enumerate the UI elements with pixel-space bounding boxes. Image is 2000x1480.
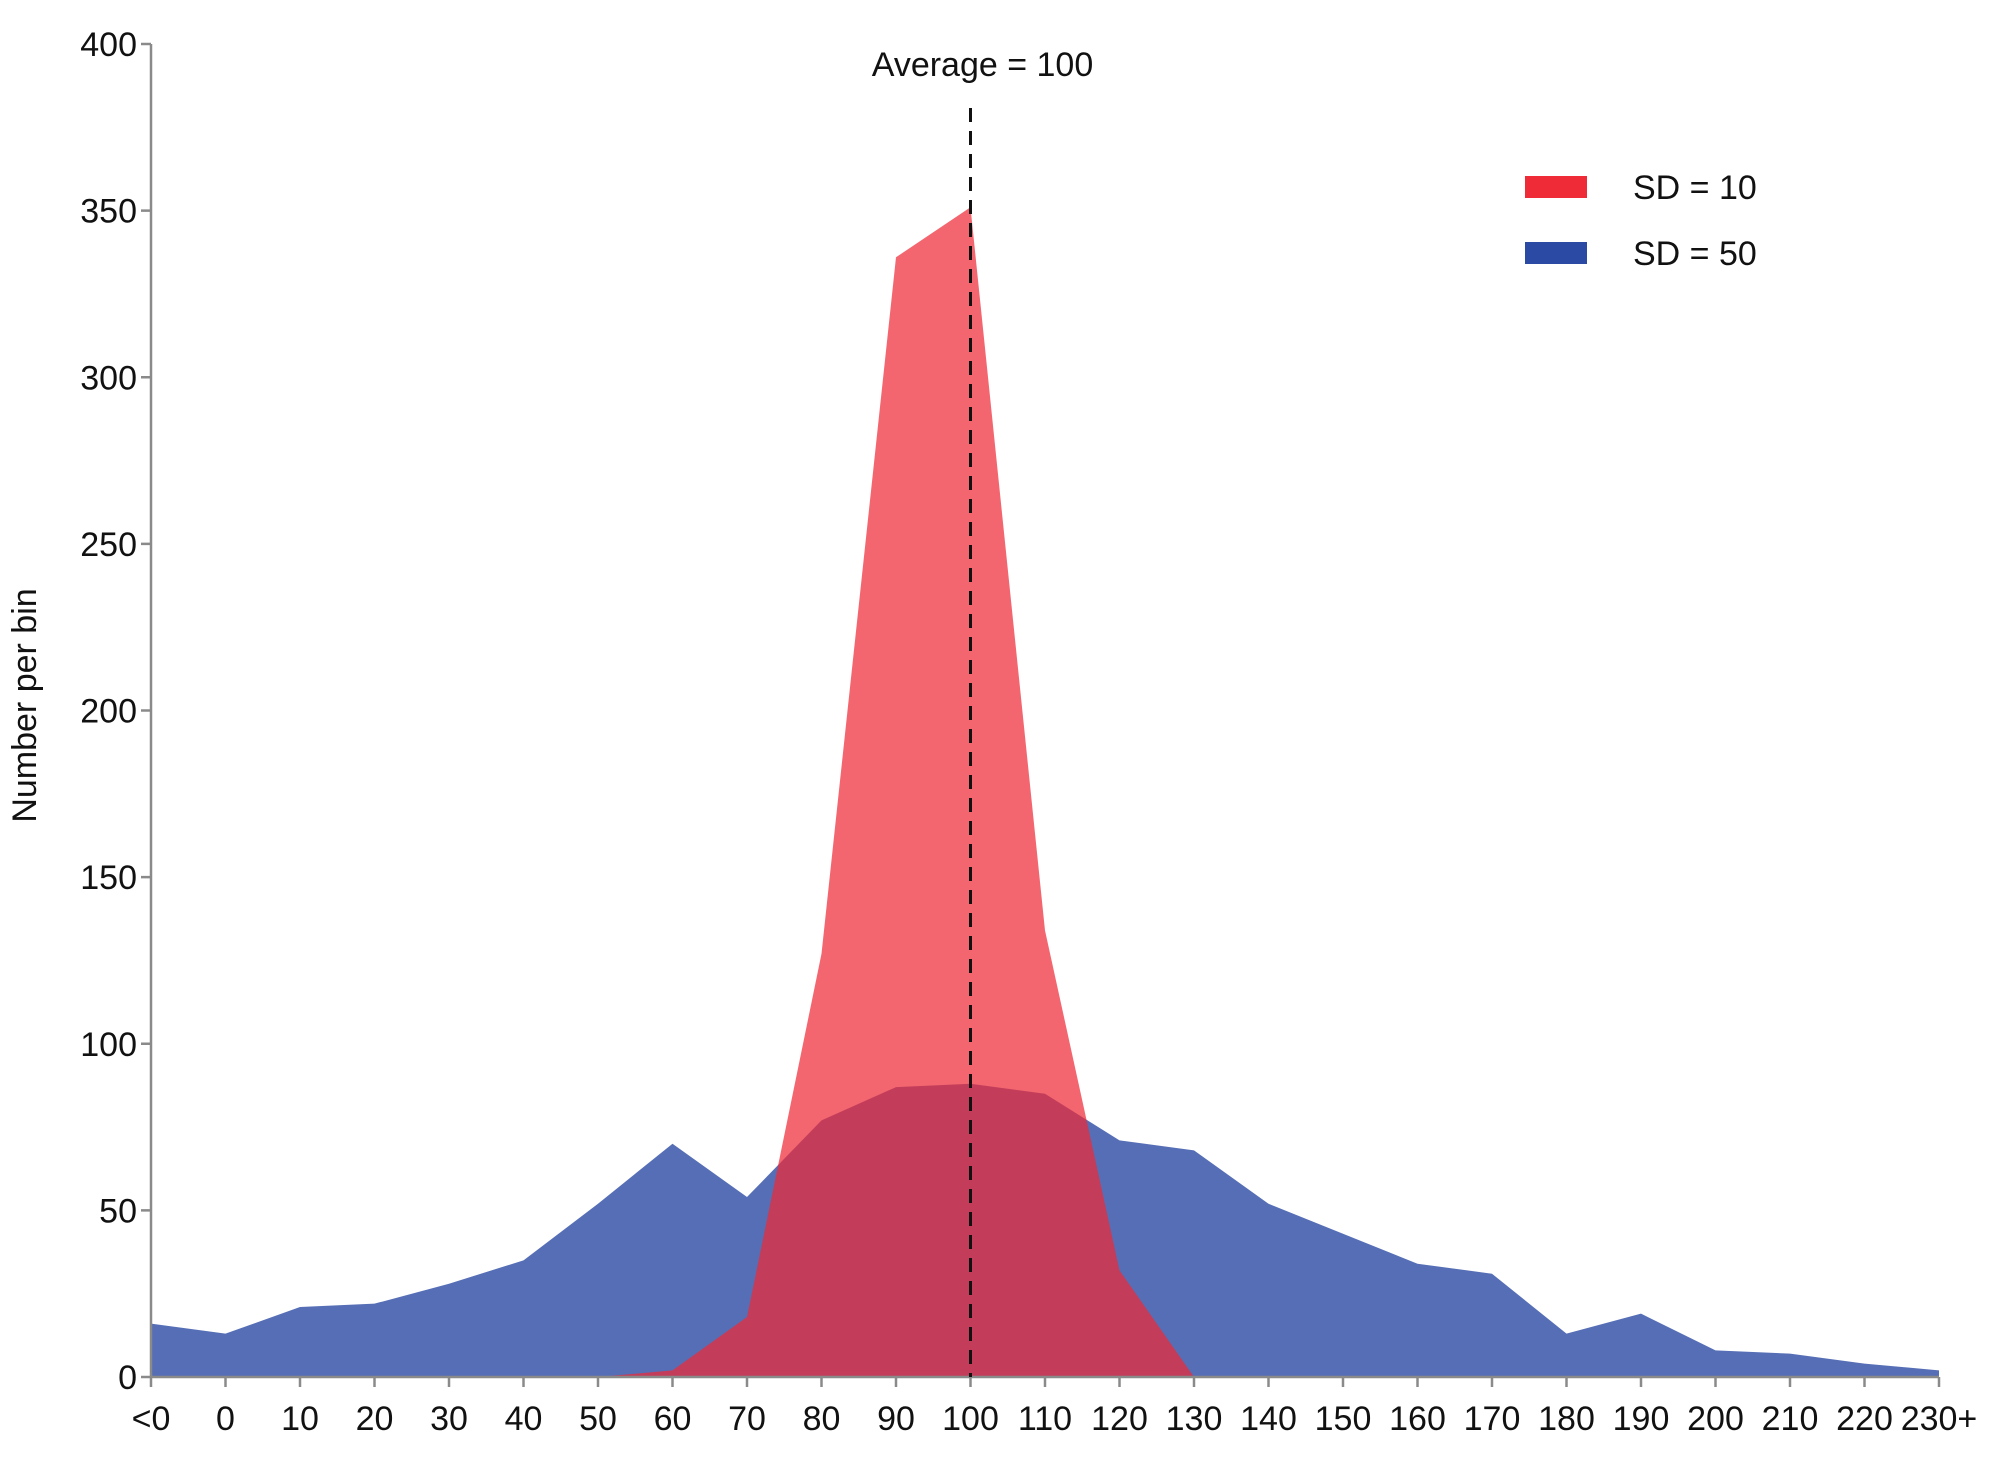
x-tick-label: 150 <box>1315 1400 1372 1438</box>
x-tick-label: 200 <box>1687 1400 1744 1438</box>
y-tick-label: 200 <box>80 693 137 731</box>
x-tick-label: 100 <box>942 1400 999 1438</box>
x-tick-label: 180 <box>1538 1400 1595 1438</box>
x-tick-label: <0 <box>132 1400 171 1438</box>
x-tick-label: 90 <box>877 1400 915 1438</box>
y-tick-label: 300 <box>80 359 137 397</box>
x-tick-label: 190 <box>1613 1400 1670 1438</box>
x-tick-label: 0 <box>216 1400 235 1438</box>
x-tick-label: 40 <box>505 1400 543 1438</box>
series-area-sd-10 <box>151 207 1939 1378</box>
x-tick-label: 60 <box>654 1400 692 1438</box>
x-tick-label: 220 <box>1836 1400 1893 1438</box>
x-tick-label: 70 <box>728 1400 766 1438</box>
average-annotation: Average = 100 <box>872 46 1094 84</box>
x-tick-label: 30 <box>430 1400 468 1438</box>
x-tick-label: 210 <box>1762 1400 1819 1438</box>
x-tick-label: 20 <box>356 1400 394 1438</box>
y-tick-label: 100 <box>80 1026 137 1064</box>
legend-label: SD = 10 <box>1633 169 1757 207</box>
y-tick-label: 350 <box>80 193 137 231</box>
y-tick-label: 0 <box>118 1359 137 1397</box>
y-tick-label: 150 <box>80 859 137 897</box>
x-tick-label: 50 <box>579 1400 617 1438</box>
x-tick-label: 80 <box>803 1400 841 1438</box>
x-tick-label: 140 <box>1240 1400 1297 1438</box>
x-tick-label: 230+ <box>1901 1400 1978 1438</box>
legend-label: SD = 50 <box>1633 235 1757 273</box>
x-tick-label: 130 <box>1166 1400 1223 1438</box>
x-tick-label: 10 <box>281 1400 319 1438</box>
legend-swatch <box>1525 242 1587 264</box>
y-tick-label: 400 <box>80 26 137 64</box>
annotations: Average = 100 <box>872 46 1094 1377</box>
legend-swatch <box>1525 176 1587 198</box>
y-axis-title: Number per bin <box>6 588 44 822</box>
x-tick-label: 120 <box>1091 1400 1148 1438</box>
y-tick-label: 250 <box>80 526 137 564</box>
x-tick-label: 110 <box>1018 1400 1072 1438</box>
x-tick-label: 160 <box>1389 1400 1446 1438</box>
series-areas <box>151 207 1939 1378</box>
x-tick-label: 170 <box>1464 1400 1521 1438</box>
legend: SD = 10 SD = 50 <box>1525 169 1757 273</box>
y-tick-label: 50 <box>99 1192 137 1230</box>
